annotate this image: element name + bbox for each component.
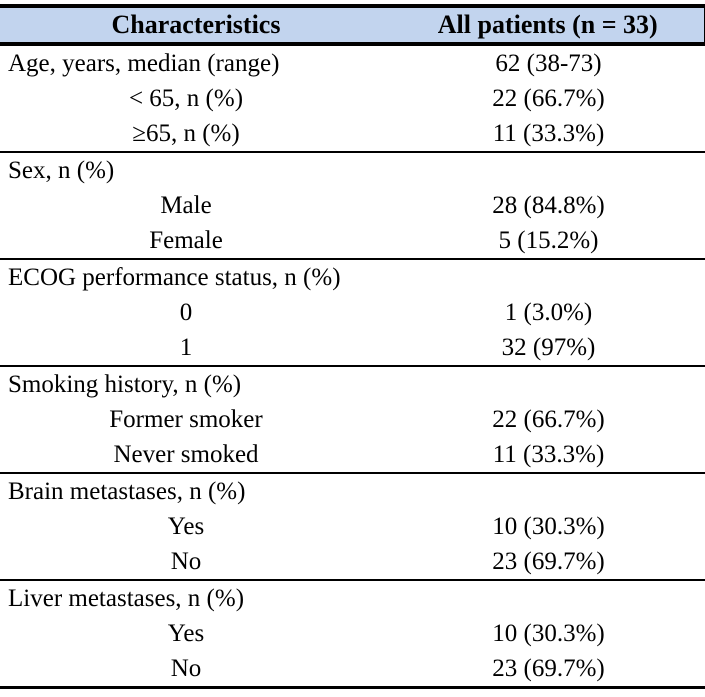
table-row: 0 1 (3.0%) [0,295,705,330]
row-value [392,472,705,509]
table-row: Yes 10 (30.3%) [0,616,705,651]
row-value: 11 (33.3%) [492,119,605,147]
row-value: 11 (33.3%) [492,440,605,468]
row-value [392,365,705,402]
row-value: 32 (97%) [501,333,596,361]
table-row: Female 5 (15.2%) [0,223,705,259]
table-row: Smoking history, n (%) [0,365,705,402]
table-row: No 23 (69.7%) [0,651,705,688]
row-label: Former smoker [109,405,263,433]
patient-characteristics-table: Characteristics All patients (n = 33) Ag… [0,4,705,689]
table-row: ECOG performance status, n (%) [0,258,705,295]
table-row: Liver metastases, n (%) [0,579,705,616]
row-label: Yes [167,619,205,647]
table-row: Former smoker 22 (66.7%) [0,402,705,437]
row-value [392,258,705,295]
row-value: 1 (3.0%) [504,298,593,326]
row-label: ≥65, n (%) [132,119,240,147]
row-value [392,579,705,616]
table-row: No 23 (69.7%) [0,544,705,580]
row-label: ECOG performance status, n (%) [0,258,392,295]
row-value: 23 (69.7%) [492,654,605,682]
table-body: Age, years, median (range) 62 (38-73) < 65… [0,44,705,688]
table-header-row: Characteristics All patients (n = 33) [0,6,705,46]
row-label: Age, years, median (range) [8,49,280,77]
row-value [392,151,705,188]
row-value: 23 (69.7%) [492,547,605,575]
table-row: Yes 10 (30.3%) [0,509,705,544]
row-label: 0 [179,298,193,326]
table-row: 1 32 (97%) [0,330,705,366]
table-row: Age, years, median (range) 62 (38-73) [0,44,705,81]
column-header-characteristics: Characteristics [0,6,392,46]
row-label: Sex, n (%) [0,151,392,188]
row-value: 10 (30.3%) [492,512,605,540]
table-row: Sex, n (%) [0,151,705,188]
row-label: Brain metastases, n (%) [0,472,392,509]
row-value: 22 (66.7%) [492,405,605,433]
row-label: No [170,654,202,682]
table-row: ≥65, n (%) 11 (33.3%) [0,116,705,152]
row-value: 62 (38-73) [495,49,602,77]
row-value: 28 (84.8%) [492,191,605,219]
row-label: Female [149,226,223,254]
row-value: 22 (66.7%) [492,84,605,112]
table-row: Male 28 (84.8%) [0,188,705,223]
row-label: < 65, n (%) [128,84,244,112]
row-label: Liver metastases, n (%) [0,579,392,616]
row-label: 1 [179,333,193,361]
row-value: 5 (15.2%) [498,226,599,254]
row-label: Yes [167,512,205,540]
column-header-all-patients: All patients (n = 33) [392,6,705,46]
row-value: 10 (30.3%) [492,619,605,647]
table-row: Never smoked 11 (33.3%) [0,437,705,473]
row-label: Male [160,191,212,219]
row-label: Never smoked [113,440,259,468]
table-row: < 65, n (%) 22 (66.7%) [0,81,705,116]
row-label: No [170,547,202,575]
table-row: Brain metastases, n (%) [0,472,705,509]
row-label: Smoking history, n (%) [0,365,392,402]
